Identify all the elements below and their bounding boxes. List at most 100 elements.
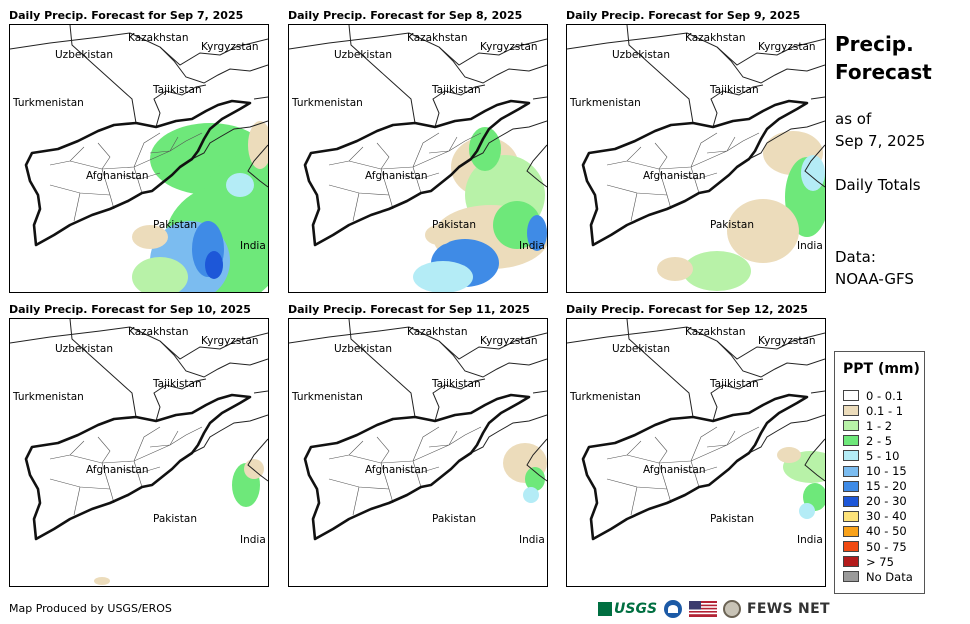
country-label-pakistan: Pakistan <box>153 513 197 525</box>
country-border <box>804 438 825 482</box>
province-border <box>348 150 450 170</box>
province-border <box>654 142 668 170</box>
panel-title: Daily Precip. Forecast for Sep 12, 2025 <box>566 303 808 316</box>
province-border <box>690 132 718 168</box>
legend-label: 0 - 0.1 <box>866 388 904 403</box>
legend-swatch <box>843 480 859 492</box>
forecast-map: Kazakhstan Kyrgyzstan Uzbekistan Tajikistan… <box>9 24 269 293</box>
usgs-logo-text: USGS <box>614 601 658 617</box>
country-label-turkmenistan: Turkmenistan <box>569 97 641 109</box>
country-border <box>191 120 268 160</box>
country-border <box>810 96 825 100</box>
province-border <box>348 444 450 464</box>
map-svg: Kazakhstan Kyrgyzstan Uzbekistan Tajikistan… <box>10 319 268 585</box>
legend-title: PPT (mm) <box>843 361 920 377</box>
legend-swatch <box>843 556 859 568</box>
precip-area <box>205 251 223 279</box>
forecast-map: Kazakhstan Kyrgyzstan Uzbekistan Tajikistan… <box>9 318 269 587</box>
precip-layer <box>657 131 825 291</box>
province-border <box>690 460 700 488</box>
country-label-kazakhstan: Kazakhstan <box>685 326 746 338</box>
country-border <box>626 25 694 124</box>
map-svg: Kazakhstan Kyrgyzstan Uzbekistan Tajikistan… <box>567 319 825 546</box>
country-border <box>153 84 207 128</box>
panel-title: Daily Precip. Forecast for Sep 7, 2025 <box>9 9 244 22</box>
panel-title: Daily Precip. Forecast for Sep 9, 2025 <box>566 9 801 22</box>
province-border <box>97 142 111 170</box>
precip-area <box>777 447 801 463</box>
country-label-tajikistan: Tajikistan <box>431 378 481 390</box>
country-label-india: India <box>797 240 823 252</box>
legend-label: 10 - 15 <box>866 464 907 478</box>
precip-area <box>248 121 268 169</box>
precip-area <box>94 577 110 585</box>
province-border <box>412 166 422 194</box>
usaid-seal-icon <box>723 600 742 618</box>
map-svg: Kazakhstan Kyrgyzstan Uzbekistan Tajikistan… <box>567 25 825 291</box>
country-label-afghanistan: Afghanistan <box>643 170 706 182</box>
precip-area <box>132 257 188 292</box>
legend-swatch <box>843 541 859 552</box>
country-border <box>191 414 268 454</box>
legend-item: 0 - 0.1 <box>843 388 904 403</box>
precip-layer <box>503 443 547 503</box>
precip-area <box>226 173 254 197</box>
afghanistan-border <box>303 393 531 541</box>
legend-item: 20 - 30 <box>843 494 907 508</box>
country-border <box>710 84 764 128</box>
province-border <box>630 486 638 516</box>
legend-item: 15 - 20 <box>843 479 907 493</box>
map-svg: Kazakhstan Kyrgyzstan Uzbekistan Tajikistan… <box>10 25 268 292</box>
province-border <box>328 440 364 460</box>
panel-title: Daily Precip. Forecast for Sep 11, 2025 <box>288 303 530 316</box>
afghanistan-border <box>24 393 252 541</box>
legend-item: > 75 <box>843 554 894 569</box>
province-border <box>328 146 364 166</box>
country-label-pakistan: Pakistan <box>432 513 476 525</box>
precip-area <box>132 225 168 249</box>
country-border <box>438 340 547 378</box>
as-of-date: as of Sep 7, 2025 <box>835 108 925 152</box>
country-border <box>532 96 547 100</box>
province-border <box>169 426 203 446</box>
province-border <box>428 136 458 154</box>
country-border <box>247 144 268 188</box>
country-label-kazakhstan: Kazakhstan <box>407 32 468 44</box>
province-border <box>133 166 143 194</box>
legend-label: 5 - 10 <box>866 448 900 463</box>
afghanistan-border <box>303 99 531 247</box>
panel-title: Daily Precip. Forecast for Sep 10, 2025 <box>9 303 251 316</box>
country-border <box>748 414 825 454</box>
legend-swatch <box>843 420 859 432</box>
country-label-kyrgyzstan: Kyrgyzstan <box>758 335 816 347</box>
daily-totals-label: Daily Totals <box>835 176 921 194</box>
province-border <box>376 142 390 170</box>
province-border <box>654 436 668 464</box>
country-border <box>526 438 547 482</box>
country-border <box>247 438 268 482</box>
precip-area <box>413 261 473 292</box>
country-border <box>253 96 268 100</box>
as-of-label: as of <box>835 110 872 128</box>
legend-swatch <box>843 450 859 462</box>
country-border <box>716 340 825 378</box>
precip-area <box>801 155 825 191</box>
agency-logos: USGS FEWS NET <box>598 598 830 620</box>
country-label-pakistan: Pakistan <box>710 219 754 231</box>
country-label-uzbekistan: Uzbekistan <box>55 49 113 61</box>
legend-swatch <box>843 405 859 417</box>
country-label-turkmenistan: Turkmenistan <box>569 391 641 403</box>
province-border <box>119 466 161 474</box>
country-label-afghanistan: Afghanistan <box>643 464 706 476</box>
map-svg: Kazakhstan Kyrgyzstan Uzbekistan Tajikistan… <box>289 25 547 292</box>
country-label-turkmenistan: Turkmenistan <box>12 97 84 109</box>
legend-item: 1 - 2 <box>843 419 892 433</box>
legend-item: 30 - 40 <box>843 509 907 523</box>
country-label-kazakhstan: Kazakhstan <box>407 326 468 338</box>
country-label-kazakhstan: Kazakhstan <box>128 32 189 44</box>
legend-label: > 75 <box>866 554 894 569</box>
country-label-afghanistan: Afghanistan <box>365 170 428 182</box>
country-border <box>289 326 410 344</box>
country-border <box>526 144 547 188</box>
country-label-tajikistan: Tajikistan <box>709 378 759 390</box>
